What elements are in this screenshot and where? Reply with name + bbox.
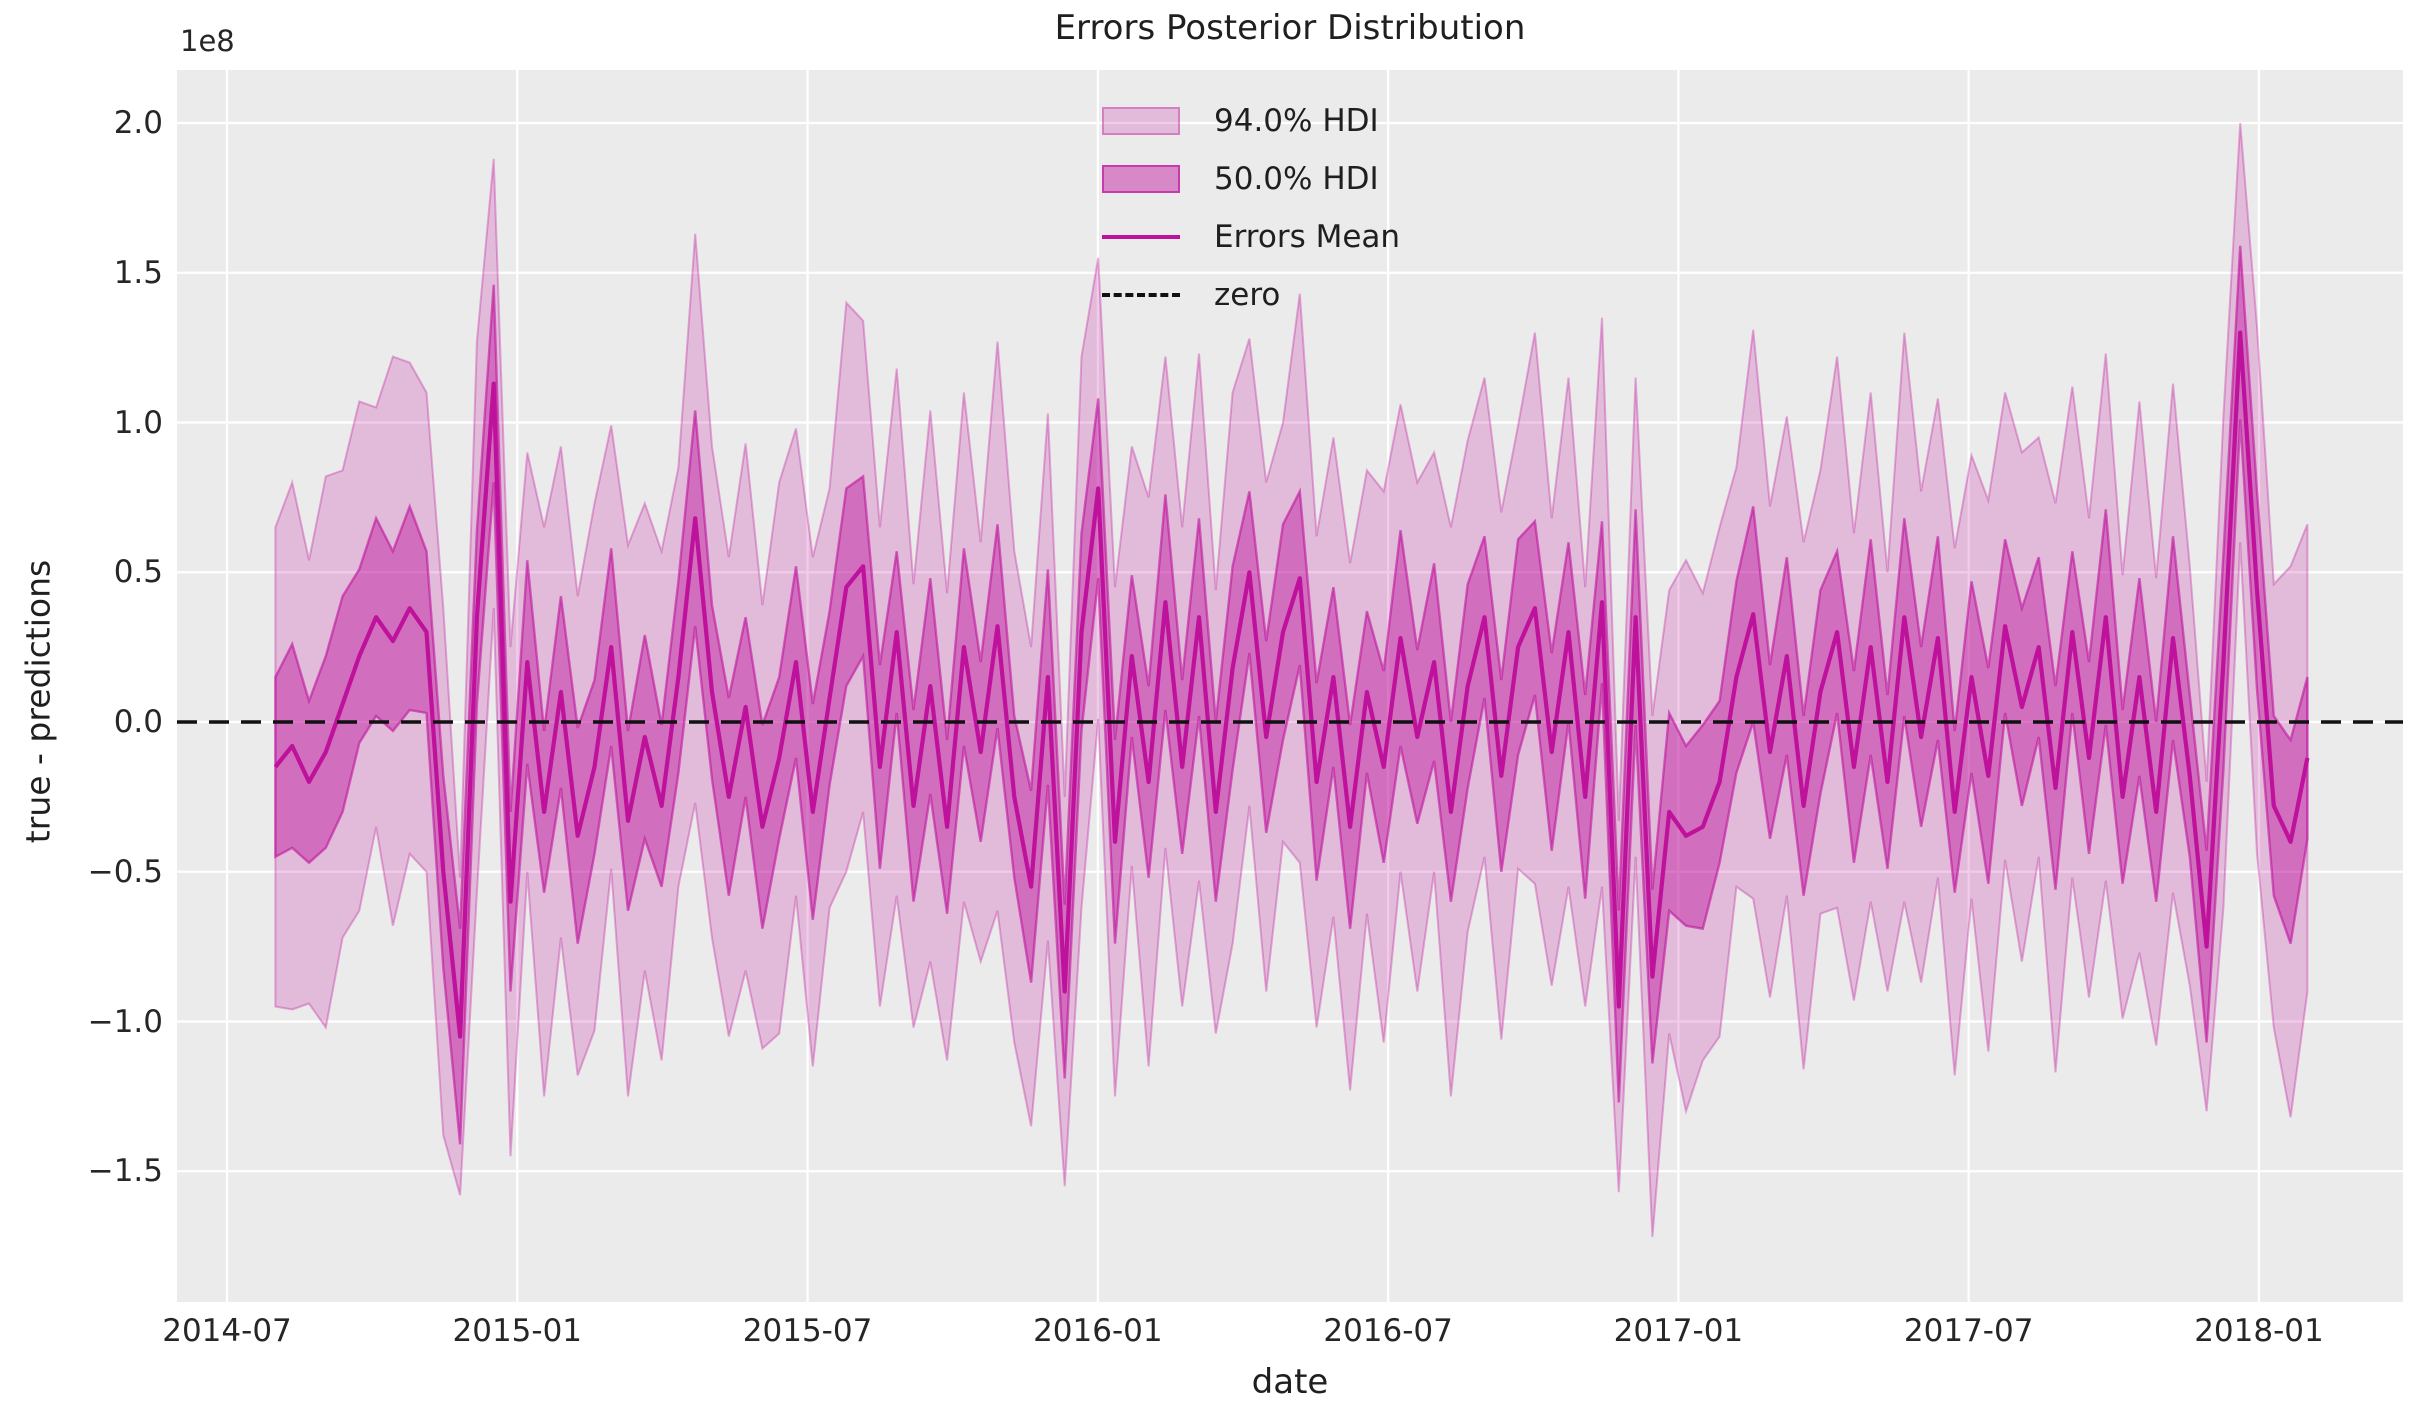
legend: 94.0% HDI 50.0% HDI Errors Mean zero — [1102, 92, 1400, 324]
legend-item: Errors Mean — [1102, 208, 1400, 266]
hdi-50-band — [274, 245, 2309, 1145]
legend-swatch-patch-light — [1102, 107, 1180, 135]
x-axis-label: date — [1251, 1362, 1329, 1402]
legend-swatch-patch-dark — [1102, 165, 1180, 193]
y-tick-label: −1.0 — [87, 1003, 163, 1040]
x-tick-label: 2014-07 — [162, 1313, 292, 1349]
legend-label: 94.0% HDI — [1214, 103, 1379, 139]
y-tick-label: −1.5 — [87, 1153, 163, 1190]
y-tick-label: 1.0 — [113, 404, 163, 441]
x-tick-label: 2017-01 — [1613, 1313, 1744, 1349]
legend-label: zero — [1214, 277, 1281, 313]
x-tick-label: 2016-01 — [1033, 1313, 1163, 1349]
legend-label: 50.0% HDI — [1214, 161, 1379, 197]
legend-label: Errors Mean — [1214, 219, 1401, 255]
plot-area: 94.0% HDI 50.0% HDI Errors Mean zero — [177, 70, 2403, 1302]
y-tick-label: 1.5 — [113, 254, 163, 291]
legend-item: zero — [1102, 266, 1400, 324]
x-tick-label: 2017-07 — [1903, 1313, 2034, 1349]
legend-item: 50.0% HDI — [1102, 150, 1400, 208]
y-tick-label: 2.0 — [113, 105, 163, 141]
x-tick-label: 2016-07 — [1323, 1313, 1453, 1349]
y-axis-offset-label: 1e8 — [180, 24, 235, 58]
x-tick-label: 2015-01 — [452, 1313, 583, 1349]
legend-swatch-line-solid — [1102, 235, 1180, 239]
legend-item: 94.0% HDI — [1102, 92, 1400, 150]
hdi-94-band — [274, 122, 2309, 1238]
x-tick-label: 2018-01 — [2194, 1313, 2324, 1349]
chart-title: Errors Posterior Distribution — [1054, 8, 1526, 48]
y-tick-label: −0.5 — [87, 853, 163, 890]
y-tick-label: 0.5 — [113, 554, 163, 591]
errors-mean-line — [273, 330, 2310, 1039]
x-tick-label: 2015-07 — [742, 1313, 873, 1349]
y-tick-label: 0.0 — [113, 704, 163, 740]
legend-swatch-line-dashed — [1102, 293, 1180, 297]
chart-canvas — [177, 70, 2403, 1302]
y-axis-label: true - predictions — [18, 559, 58, 844]
